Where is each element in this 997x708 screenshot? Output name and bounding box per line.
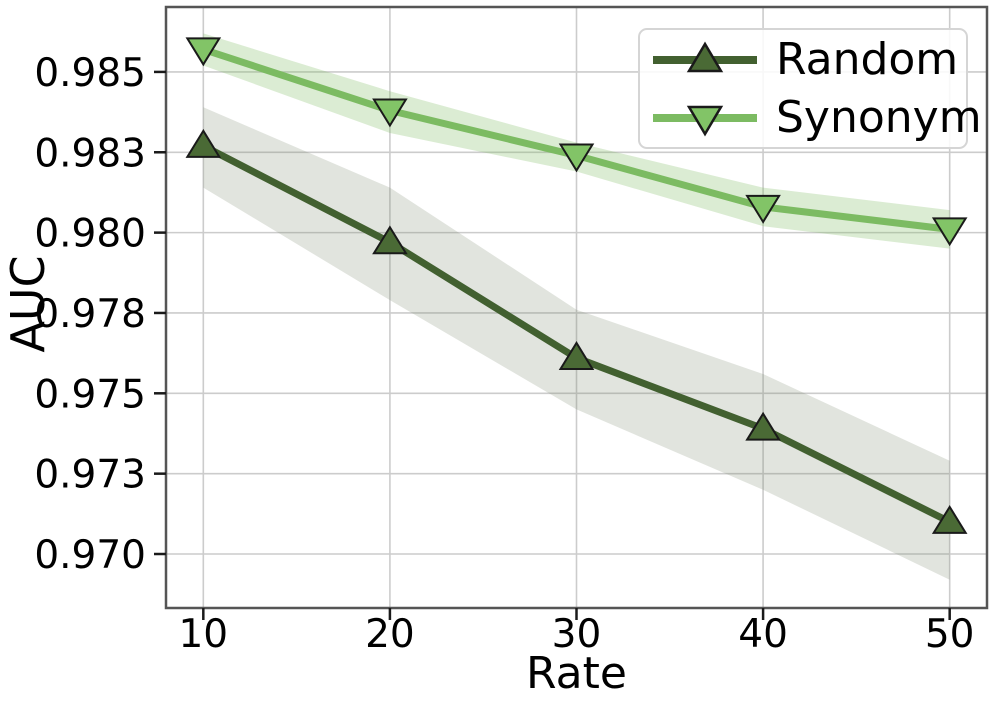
random-marker (931, 504, 968, 534)
legend-item-random: Random (650, 37, 958, 82)
y-tick-label: 0.973 (34, 453, 146, 498)
synonym-marker (745, 194, 781, 224)
synonym-marker (931, 217, 968, 247)
x-tick-label: 50 (925, 612, 975, 657)
synonym-line-marker-icon (653, 105, 757, 136)
x-tick-label: 30 (552, 612, 602, 657)
x-tick-label: 10 (178, 612, 228, 657)
synonym-marker (372, 98, 408, 128)
random-marker (558, 341, 595, 370)
legend-item-synonym: Synonym (650, 95, 982, 140)
x-axis-label: Rate (526, 648, 627, 699)
random-marker (372, 225, 408, 255)
random-marker (745, 411, 781, 441)
y-tick-label: 0.970 (34, 533, 146, 578)
x-tick-label: 20 (365, 612, 415, 657)
legend: Random Synonym (638, 28, 982, 149)
synonym-marker (185, 37, 222, 67)
random-line-marker-icon (653, 41, 757, 72)
y-tick-label: 0.980 (34, 212, 146, 257)
synonym-confidence-band (203, 33, 950, 249)
legend-label-synonym: Synonym (776, 91, 982, 143)
synonym-marker (558, 143, 595, 173)
x-tick-label: 40 (738, 612, 788, 657)
y-tick-label: 0.975 (34, 372, 146, 417)
y-tick-label: 0.978 (34, 292, 146, 337)
random-marker (185, 128, 222, 158)
legend-label-random: Random (776, 33, 959, 85)
y-tick-label: 0.983 (34, 131, 146, 176)
y-tick-label: 0.985 (34, 51, 146, 96)
y-axis-label: AUC (1, 255, 55, 353)
